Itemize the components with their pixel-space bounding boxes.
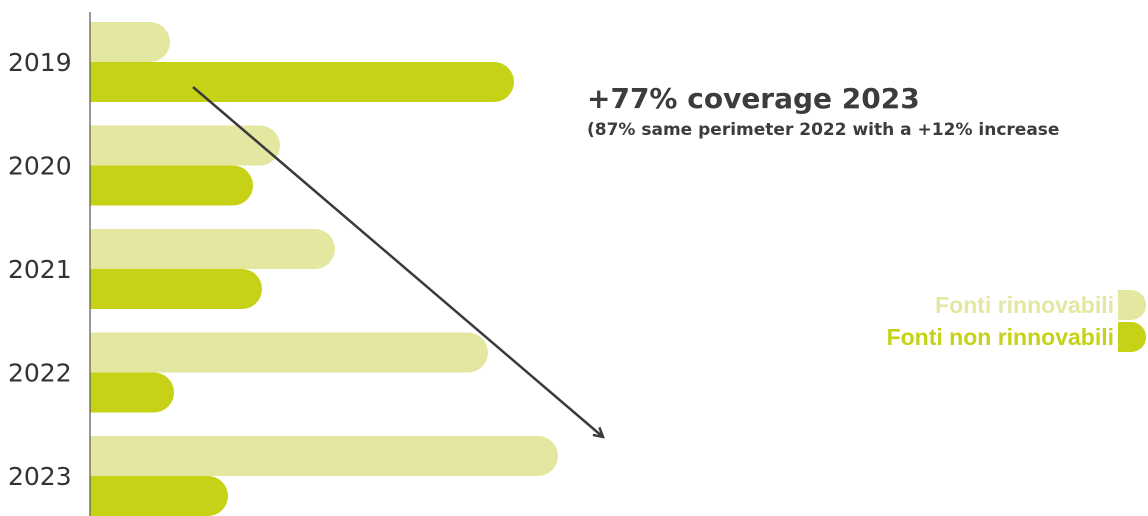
trend-arrow: [192, 86, 603, 437]
legend-label: Fonti non rinnovabili: [887, 324, 1114, 350]
bar-2023-non-rinnovabili: [90, 476, 228, 516]
bar-2023-rinnovabili: [90, 436, 558, 476]
y-tick-label: 2020: [8, 152, 72, 181]
y-tick-label: 2019: [8, 48, 72, 77]
bar-2020-rinnovabili: [90, 125, 280, 166]
legend-swatch: [1118, 290, 1146, 320]
legend-swatch: [1118, 322, 1146, 352]
legend-label: Fonti rinnovabili: [935, 292, 1114, 318]
bar-2021-rinnovabili: [90, 229, 335, 269]
bar-2021-non-rinnovabili: [90, 269, 262, 309]
bar-2019-non-rinnovabili: [90, 62, 514, 102]
y-tick-label: 2021: [8, 255, 72, 284]
annotation-subline: (87% same perimeter 2022 with a +12% inc…: [587, 120, 1060, 140]
bar-2020-non-rinnovabili: [90, 165, 254, 206]
bar-2022-rinnovabili: [90, 332, 488, 373]
y-tick-label: 2023: [8, 462, 72, 491]
y-tick-label: 2022: [8, 359, 72, 388]
bar-2022-non-rinnovabili: [90, 372, 175, 413]
annotation-headline: +77% coverage 2023: [587, 82, 920, 115]
bar-2019-rinnovabili: [90, 22, 170, 62]
